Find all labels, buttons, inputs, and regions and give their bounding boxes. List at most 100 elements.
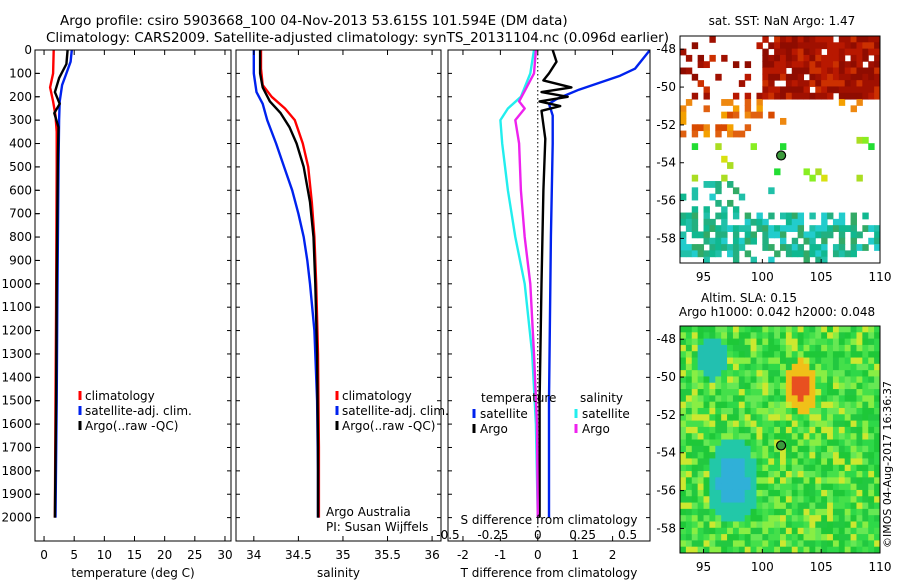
sla-cell <box>691 521 699 529</box>
sla-cell <box>697 382 705 390</box>
sla-cell <box>721 401 728 409</box>
sla-cell <box>803 370 810 377</box>
sla-cell <box>844 426 852 434</box>
sst-cell <box>691 174 699 182</box>
sla-cell <box>821 420 828 428</box>
sla-cell <box>685 370 693 377</box>
sst-cell <box>809 54 816 62</box>
sla-cell <box>768 489 775 497</box>
sla-cell <box>732 534 740 541</box>
sst-cell <box>797 231 805 239</box>
sla-cell <box>797 382 805 390</box>
sla-cell <box>685 521 693 529</box>
sla-cell <box>803 508 810 516</box>
sst-cell <box>874 80 880 87</box>
sla-cell <box>680 471 687 478</box>
sla-cell <box>850 508 857 516</box>
sla-cell <box>803 363 810 371</box>
sla-cell <box>850 546 857 553</box>
sla-cell <box>862 439 869 447</box>
x-tick-label-2: -0.5 <box>436 528 459 542</box>
sst-cell <box>703 218 710 226</box>
sst-cell <box>785 86 793 94</box>
sla-cell <box>850 452 857 459</box>
sla-cell <box>685 527 693 535</box>
sla-cell <box>803 344 810 352</box>
sst-cell <box>827 92 834 100</box>
sla-cell <box>827 401 834 409</box>
sla-cell <box>703 351 710 359</box>
sla-cell <box>838 464 846 472</box>
sla-cell <box>685 483 693 491</box>
sla-cell <box>827 452 834 459</box>
sla-cell <box>732 338 740 346</box>
sla-cell <box>868 395 875 403</box>
sla-cell <box>703 534 710 541</box>
sla-cell <box>780 496 787 504</box>
sla-cell <box>797 527 805 535</box>
sla-cell <box>874 508 880 516</box>
sla-cell <box>703 426 710 434</box>
sla-cell <box>744 439 752 447</box>
sla-cell <box>774 401 781 409</box>
x-tick-label: 15 <box>127 548 142 562</box>
y-tick-label: 900 <box>9 253 32 267</box>
sst-cell <box>874 244 880 251</box>
sla-cell <box>821 351 828 359</box>
sla-cell <box>827 338 834 346</box>
sla-cell <box>874 363 880 371</box>
y-tick-label: 0 <box>24 43 32 57</box>
sst-cell <box>844 92 852 100</box>
sst-cell <box>838 80 846 87</box>
sla-cell <box>680 351 687 359</box>
sla-cell <box>738 382 746 390</box>
sla-cell <box>785 502 793 510</box>
sla-cell <box>838 376 846 384</box>
sla-cell <box>727 414 734 422</box>
sla-cell <box>821 508 828 516</box>
difference-panel: -2 -1 0 1 2T difference from climatologytemp… <box>436 49 651 580</box>
sst-cell <box>791 42 799 50</box>
sst-cell <box>803 61 810 69</box>
sla-cell <box>750 464 757 472</box>
sla-cell <box>809 508 816 516</box>
sla-cell <box>844 452 852 459</box>
sla-cell <box>756 471 763 478</box>
sla-cell <box>821 426 828 434</box>
sla-cell <box>721 445 728 453</box>
sla-cell <box>856 502 863 510</box>
sst-cell <box>791 48 799 56</box>
sla-cell <box>780 502 787 510</box>
sla-cell <box>803 338 810 346</box>
sla-cell <box>797 332 805 340</box>
sla-cell <box>862 540 869 548</box>
sla-cell <box>768 534 775 541</box>
sst-cell <box>838 61 846 69</box>
sla-cell <box>691 370 699 377</box>
sla-cell <box>685 344 693 352</box>
sst-cell <box>780 54 787 62</box>
sst-cell <box>715 231 722 239</box>
sst-cell <box>721 54 728 62</box>
sla-cell <box>791 407 799 415</box>
sla-cell <box>780 332 787 340</box>
sla-cell <box>744 546 752 553</box>
sla-cell <box>738 477 746 485</box>
sst-cell <box>844 48 852 56</box>
sla-cell <box>703 414 710 422</box>
sla-cell <box>768 471 775 478</box>
sla-cell <box>844 508 852 516</box>
sst-cell <box>732 92 740 100</box>
sst-cell <box>827 42 834 50</box>
sla-cell <box>738 496 746 504</box>
sla-cell <box>797 389 805 396</box>
sst-cell <box>709 225 716 232</box>
sst-cell <box>815 73 822 81</box>
sla-cell <box>680 395 687 403</box>
sla-cell <box>797 433 805 440</box>
sla-cell <box>815 433 822 440</box>
sst-cell <box>785 61 793 69</box>
sst-cell <box>856 73 863 81</box>
sla-cell <box>762 508 769 516</box>
